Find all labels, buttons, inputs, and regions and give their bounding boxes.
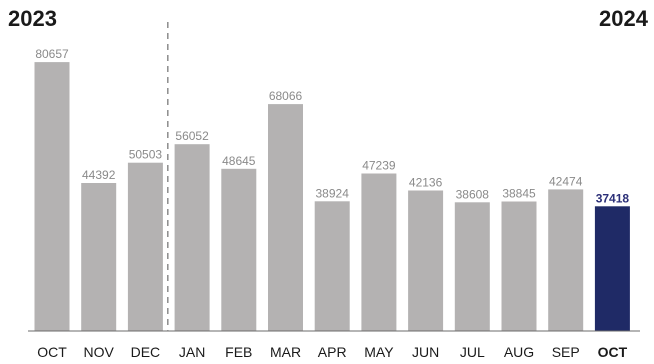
bar-mar-5 (268, 104, 303, 331)
bar-value-label: 38924 (316, 186, 350, 200)
x-tick-label: JUN (412, 344, 439, 360)
bar-may-7 (361, 173, 397, 331)
bar-jul-9 (454, 202, 490, 331)
bar-value-label: 56052 (175, 129, 209, 143)
bar-oct-0 (34, 62, 70, 331)
bar-apr-6 (314, 201, 350, 331)
bar-jun-8 (408, 190, 444, 331)
year-2023-label: 2023 (8, 6, 57, 31)
bar-value-label: 44392 (82, 168, 116, 182)
bar-oct-12 (594, 206, 630, 331)
x-tick-label: NOV (84, 344, 115, 360)
bar-value-label: 37418 (596, 191, 630, 205)
x-tick-label: MAY (364, 344, 394, 360)
x-tick-label: OCT (598, 344, 628, 360)
x-tick-label: DEC (131, 344, 161, 360)
bar-value-label: 42136 (409, 176, 443, 190)
bar-value-label: 42474 (549, 174, 583, 188)
x-tick-label: OCT (37, 344, 67, 360)
bar-value-label: 38845 (502, 187, 536, 201)
x-tick-label: APR (318, 344, 347, 360)
bar-value-label: 50503 (129, 148, 163, 162)
x-tick-label: AUG (504, 344, 534, 360)
x-tick-label: SEP (552, 344, 580, 360)
x-tick-label: FEB (225, 344, 252, 360)
bar-value-label: 48645 (222, 154, 256, 168)
bar-value-label: 68066 (269, 89, 303, 103)
x-tick-label: MAR (270, 344, 301, 360)
bar-jan-3 (174, 144, 210, 331)
bar-value-label: 38608 (456, 187, 490, 201)
bar-sep-11 (548, 189, 584, 331)
bar-nov-1 (81, 183, 117, 331)
bar-value-label: 80657 (35, 47, 69, 61)
x-tick-label: JAN (179, 344, 205, 360)
x-tick-label: JUL (460, 344, 485, 360)
year-2024-label: 2024 (599, 6, 649, 31)
bar-feb-4 (221, 168, 257, 331)
bar-aug-10 (501, 201, 537, 331)
bar-value-label: 47239 (362, 159, 396, 173)
bar-dec-2 (127, 162, 163, 331)
